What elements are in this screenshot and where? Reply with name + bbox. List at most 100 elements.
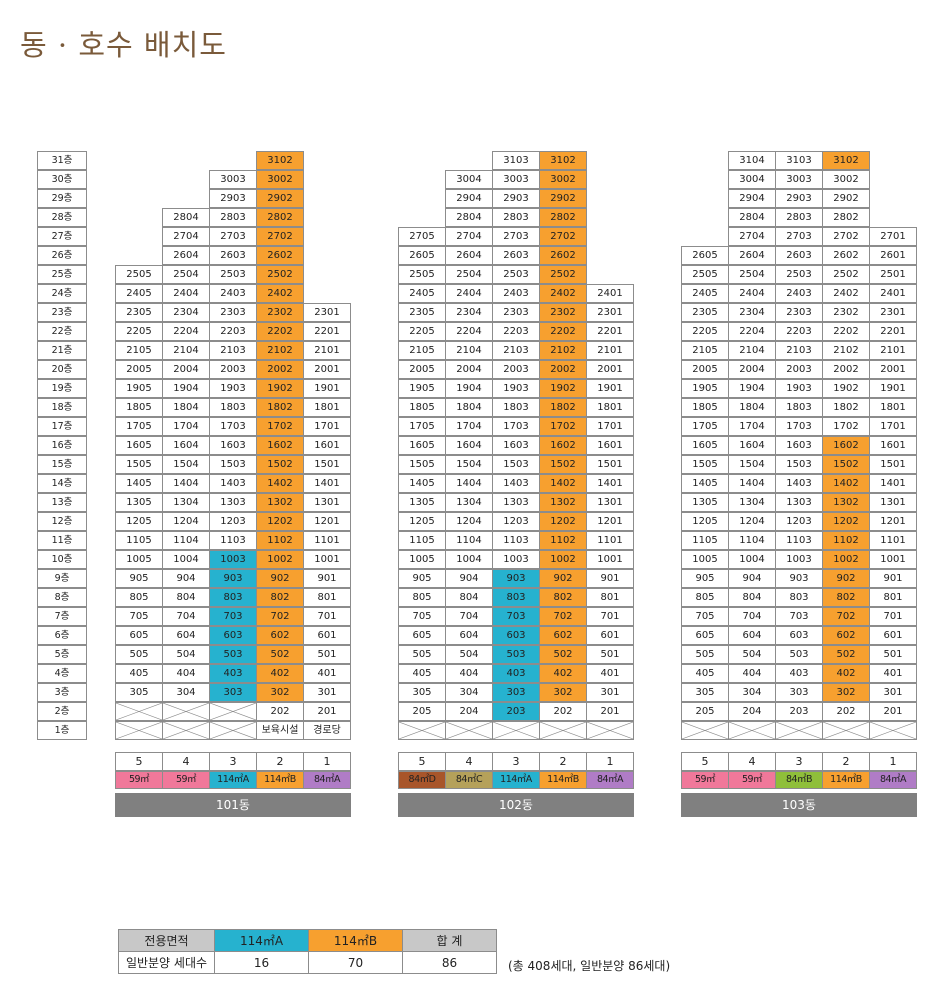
unit-cell: 2305 — [398, 303, 446, 322]
unit-cell-unavailable — [162, 721, 210, 740]
unit-cell: 1202 — [822, 512, 870, 531]
unit-type-label: 84㎡B — [775, 771, 823, 789]
unit-cell: 2604 — [728, 246, 776, 265]
unit-cell: 1502 — [256, 455, 304, 474]
unit-cell: 1602 — [256, 436, 304, 455]
unit-cell: 1205 — [115, 512, 163, 531]
unit-cell: 2105 — [398, 341, 446, 360]
unit-cell: 2701 — [869, 227, 917, 246]
unit-cell: 1105 — [398, 531, 446, 550]
unit-cell: 1701 — [586, 417, 634, 436]
unit-cell: 1605 — [681, 436, 729, 455]
unit-cell-unavailable — [728, 721, 776, 740]
unit-cell: 803 — [775, 588, 823, 607]
unit-cell: 2302 — [539, 303, 587, 322]
unit-cell: 801 — [869, 588, 917, 607]
unit-cell: 1902 — [256, 379, 304, 398]
unit-cell: 1504 — [728, 455, 776, 474]
unit-cell: 204 — [728, 702, 776, 721]
cross-mark-icon — [446, 722, 492, 739]
unit-cell: 504 — [728, 645, 776, 664]
floor-label: 21층 — [37, 341, 87, 360]
unit-cell: 2804 — [445, 208, 493, 227]
unit-cell: 1003 — [492, 550, 540, 569]
unit-cell: 1905 — [398, 379, 446, 398]
unit-cell: 1602 — [539, 436, 587, 455]
unit-cell: 3104 — [728, 151, 776, 170]
floor-label: 31층 — [37, 151, 87, 170]
unit-cell: 2103 — [775, 341, 823, 360]
unit-cell: 2301 — [303, 303, 351, 322]
unit-cell: 2603 — [492, 246, 540, 265]
unit-cell: 2804 — [728, 208, 776, 227]
unit-cell: 801 — [586, 588, 634, 607]
unit-cell: 2505 — [398, 265, 446, 284]
unit-cell: 2001 — [869, 360, 917, 379]
unit-cell: 2005 — [115, 360, 163, 379]
unit-cell: 1501 — [303, 455, 351, 474]
unit-cell: 605 — [115, 626, 163, 645]
cross-mark-icon — [587, 722, 633, 739]
unit-cell: 1303 — [209, 493, 257, 512]
unit-cell: 1802 — [822, 398, 870, 417]
unit-cell: 1002 — [256, 550, 304, 569]
line-number: 3 — [209, 752, 257, 771]
unit-cell: 704 — [728, 607, 776, 626]
unit-cell: 1604 — [445, 436, 493, 455]
floor-label: 15층 — [37, 455, 87, 474]
unit-cell: 2005 — [681, 360, 729, 379]
line-number: 4 — [728, 752, 776, 771]
unit-cell: 2503 — [209, 265, 257, 284]
unit-cell: 2902 — [256, 189, 304, 208]
floor-label: 29층 — [37, 189, 87, 208]
unit-cell: 2101 — [586, 341, 634, 360]
unit-cell: 1903 — [209, 379, 257, 398]
unit-cell: 3004 — [728, 170, 776, 189]
unit-cell: 3003 — [209, 170, 257, 189]
unit-cell: 805 — [115, 588, 163, 607]
unit-cell: 1904 — [728, 379, 776, 398]
cross-mark-icon — [116, 703, 162, 720]
unit-cell: 1304 — [728, 493, 776, 512]
unit-cell: 203 — [492, 702, 540, 721]
floor-label: 12층 — [37, 512, 87, 531]
unit-cell: 804 — [728, 588, 776, 607]
unit-cell: 1001 — [869, 550, 917, 569]
unit-cell: 2203 — [492, 322, 540, 341]
unit-cell: 2902 — [822, 189, 870, 208]
cross-mark-icon — [210, 722, 256, 739]
unit-cell: 1404 — [728, 474, 776, 493]
unit-cell: 1305 — [398, 493, 446, 512]
unit-cell: 304 — [728, 683, 776, 702]
floor-label: 9층 — [37, 569, 87, 588]
unit-cell: 2403 — [209, 284, 257, 303]
unit-cell: 2305 — [115, 303, 163, 322]
unit-cell: 1003 — [209, 550, 257, 569]
summary-value-114a: 16 — [214, 951, 309, 974]
unit-cell: 1202 — [256, 512, 304, 531]
unit-cell: 2001 — [586, 360, 634, 379]
line-number: 1 — [869, 752, 917, 771]
unit-cell: 2703 — [492, 227, 540, 246]
unit-cell: 2904 — [445, 189, 493, 208]
unit-cell: 204 — [445, 702, 493, 721]
unit-cell: 1901 — [869, 379, 917, 398]
unit-cell: 2902 — [539, 189, 587, 208]
unit-cell: 2402 — [822, 284, 870, 303]
unit-cell: 1405 — [398, 474, 446, 493]
unit-cell: 2301 — [586, 303, 634, 322]
unit-cell: 2403 — [492, 284, 540, 303]
unit-cell: 1803 — [492, 398, 540, 417]
unit-cell: 503 — [775, 645, 823, 664]
unit-cell: 203 — [775, 702, 823, 721]
floor-label: 13층 — [37, 493, 87, 512]
unit-cell: 1904 — [445, 379, 493, 398]
unit-cell: 902 — [539, 569, 587, 588]
unit-cell: 2703 — [209, 227, 257, 246]
unit-cell: 1903 — [775, 379, 823, 398]
unit-cell: 경로당 — [303, 721, 351, 740]
unit-cell: 702 — [539, 607, 587, 626]
unit-cell: 901 — [303, 569, 351, 588]
unit-cell: 1101 — [869, 531, 917, 550]
unit-cell: 1705 — [115, 417, 163, 436]
